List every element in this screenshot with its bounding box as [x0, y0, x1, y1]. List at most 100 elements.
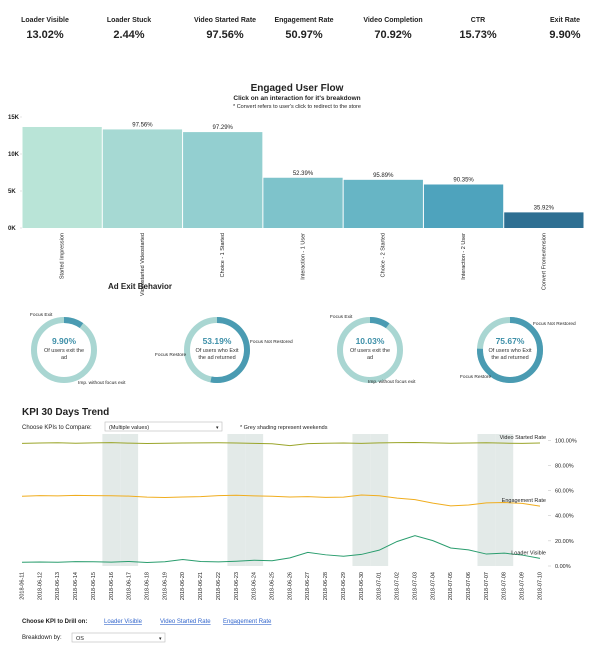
kpi-label: Engagement Rate: [274, 17, 333, 24]
y-tick-label: 60.00%: [555, 489, 574, 495]
donut-rest-label: Imp. without focus exit: [78, 380, 126, 386]
x-tick-label: Interaction - 2 User: [461, 233, 467, 280]
y-tick-label: 0.00%: [555, 564, 571, 570]
bar[interactable]: [423, 184, 504, 228]
weekend-shading: [352, 434, 371, 566]
y-tick-label: 10K: [8, 152, 20, 158]
y-tick-label: 40.00%: [555, 514, 574, 520]
x-tick-label: 2018-07-05: [448, 572, 454, 600]
donut-rest-label: Focus Restore: [460, 374, 492, 380]
weekend-shading: [370, 434, 389, 566]
x-tick-label: 2018-06-22: [216, 572, 222, 600]
donut-text: Of users who Exit the ad returned: [195, 348, 239, 361]
dropdown-arrow: ▾: [216, 425, 219, 431]
ad-exit-title: Ad Exit Behavior: [108, 282, 172, 291]
x-tick-label: 2018-06-17: [127, 572, 133, 600]
series-label: Loader Visible: [511, 550, 546, 556]
bar[interactable]: [22, 126, 102, 228]
donut-arc: [477, 317, 543, 383]
x-tick-label: Choice - 2 Started: [381, 233, 387, 277]
x-tick-label: Interaction - 1 User: [300, 233, 306, 280]
breakdown-label: Breakdown by:: [22, 635, 62, 641]
x-tick-label: Videostarted Videostarted: [140, 233, 146, 296]
kpi-value: 97.56%: [206, 29, 244, 41]
x-tick-label: 2018-06-21: [198, 572, 204, 600]
donut-text-box: Of users who Exit the ad returned: [195, 348, 239, 361]
x-tick-label: 2018-06-25: [270, 572, 276, 600]
trend-note: * Grey shading represent weekends: [240, 425, 328, 431]
bar[interactable]: [504, 212, 584, 228]
weekend-shading: [227, 434, 246, 566]
kpi-label: CTR: [471, 17, 485, 24]
compare-dropdown[interactable]: [104, 421, 223, 432]
donut-rest-label: Focus Restore: [155, 352, 187, 358]
series-label: Video Started Rate: [500, 435, 546, 441]
bar-annotation: 35.92%: [534, 205, 555, 211]
kpi-value: 50.97%: [285, 29, 323, 41]
bar[interactable]: [183, 132, 263, 228]
x-tick-label: 2018-07-07: [484, 572, 490, 600]
x-tick-label: 2018-07-08: [502, 572, 508, 600]
x-tick-label: 2018-07-02: [395, 572, 401, 600]
kpi-value: 13.02%: [26, 29, 64, 41]
bar[interactable]: [263, 177, 343, 228]
y-tick-label: 20.00%: [555, 539, 574, 545]
weekend-shading: [477, 434, 496, 566]
drill-label: Choose KPI to Drill on:: [22, 619, 87, 625]
bar-annotation: 97.56%: [132, 122, 153, 128]
donut-value: 53.19%: [203, 336, 232, 346]
x-tick-label: 2018-07-09: [520, 572, 526, 600]
donut-text-box: Of users who Exit the ad returned: [488, 348, 531, 361]
donut-arc-label: Focus Not Restored: [250, 339, 293, 345]
y-tick-label: 100.00%: [555, 438, 577, 444]
drill-link[interactable]: Video Started Rate: [160, 619, 211, 625]
x-tick-label: Convert Fromextension: [541, 233, 547, 290]
trend-line: [21, 442, 541, 447]
donut-text: Of users exit the ad: [349, 348, 391, 361]
donut-arc-label: Focus Exit: [30, 312, 53, 318]
y-tick-label: 0K: [8, 226, 16, 232]
x-tick-label: 2018-07-04: [430, 572, 436, 600]
kpi-label: Video Completion: [363, 17, 422, 24]
donut-arc: [369, 317, 390, 329]
donut-arc: [210, 317, 250, 383]
x-tick-label: 2018-06-16: [109, 572, 115, 600]
breakdown-dropdown[interactable]: [71, 632, 166, 643]
y-tick-label: 15K: [8, 115, 20, 121]
compare-label: Choose KPIs to Compare:: [22, 425, 92, 431]
x-tick-label: 2018-06-14: [73, 572, 79, 600]
kpi-value: 9.90%: [549, 29, 580, 41]
bar[interactable]: [343, 179, 423, 228]
donut-value: 75.67%: [496, 336, 525, 346]
kpi-value: 15.73%: [459, 29, 497, 41]
kpi-value: 2.44%: [113, 29, 144, 41]
weekend-shading: [495, 434, 514, 566]
kpi-label: Exit Rate: [550, 17, 580, 24]
x-tick-label: 2018-06-20: [180, 572, 186, 600]
drill-link[interactable]: Loader Visible: [104, 619, 143, 625]
x-tick-label: 2018-07-06: [466, 572, 472, 600]
bar-annotation: 95.89%: [373, 173, 394, 179]
kpi-value: 70.92%: [374, 29, 412, 41]
x-tick-label: 2018-06-13: [55, 572, 61, 600]
y-tick-label: 5K: [8, 189, 16, 195]
series-label: Engagement Rate: [502, 498, 546, 504]
donut-text-box: Of users exit the ad: [43, 348, 85, 361]
bar-annotation: 90.35%: [453, 177, 474, 183]
bar-annotation: 97.29%: [213, 125, 234, 131]
donut-text: Of users exit the ad: [43, 348, 85, 361]
trend-line: [21, 535, 541, 563]
x-tick-label: 2018-07-01: [377, 572, 383, 600]
x-tick-label: 2018-06-19: [162, 572, 168, 600]
x-tick-label: 2018-06-18: [144, 572, 150, 600]
y-tick-label: 80.00%: [555, 463, 574, 469]
drill-link[interactable]: Engagement Rate: [223, 619, 272, 625]
trend-title: KPI 30 Days Trend: [22, 407, 109, 418]
kpi-label: Video Started Rate: [194, 17, 256, 24]
flow-subtitle: Click on an interaction for it's breakdo…: [233, 95, 360, 102]
breakdown-value[interactable]: OS: [76, 636, 84, 642]
kpi-label: Loader Stuck: [107, 17, 151, 24]
bar[interactable]: [102, 129, 183, 228]
compare-value[interactable]: (Multiple values): [109, 425, 149, 431]
